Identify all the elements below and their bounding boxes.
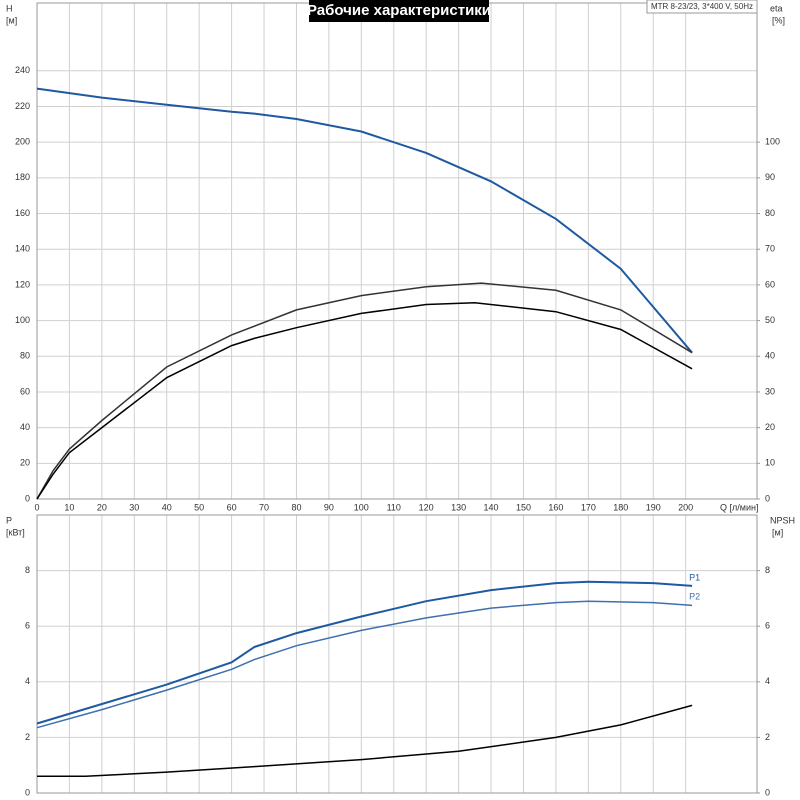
y-axis-unit: [м]	[6, 15, 17, 25]
y-tick-label: 200	[15, 137, 30, 147]
y-axis-label: P	[6, 515, 12, 525]
y2-tick-label: 60	[765, 279, 775, 289]
curve	[36, 87, 693, 354]
x-tick-label: 70	[259, 502, 269, 512]
y-tick-label: 240	[15, 65, 30, 75]
y-axis-unit: [кВт]	[6, 527, 25, 537]
y2-tick-label: 50	[765, 315, 775, 325]
y2-tick-label: 0	[765, 787, 770, 797]
x-tick-label: 190	[646, 502, 661, 512]
title-box	[309, 0, 489, 22]
y2-axis-unit: [%]	[772, 15, 785, 25]
y2-tick-label: 8	[765, 565, 770, 575]
x-tick-label: 170	[581, 502, 596, 512]
y-tick-label: 120	[15, 279, 30, 289]
x-tick-label: 110	[387, 502, 401, 512]
y2-tick-label: 100	[765, 137, 780, 147]
y2-axis-label: eta	[770, 3, 783, 13]
y-tick-label: 40	[20, 422, 30, 432]
x-tick-label: 200	[678, 502, 693, 512]
y2-tick-label: 10	[765, 458, 775, 468]
y-tick-label: 220	[15, 101, 30, 111]
y-tick-label: 6	[25, 621, 30, 631]
y-tick-label: 4	[25, 676, 30, 686]
x-label-bg	[718, 502, 756, 513]
curve	[36, 301, 693, 500]
y2-axis-unit: [м]	[772, 527, 783, 537]
y2-tick-label: 30	[765, 386, 775, 396]
x-tick-label: 20	[97, 502, 107, 512]
y2-tick-label: 0	[765, 493, 770, 503]
y2-tick-label: 6	[765, 621, 770, 631]
y-axis-label: H	[6, 3, 13, 13]
x-tick-label: 150	[516, 502, 531, 512]
y-tick-label: 100	[15, 315, 30, 325]
x-tick-label: 30	[129, 502, 139, 512]
curve	[36, 580, 693, 725]
x-tick-label: 50	[194, 502, 204, 512]
x-tick-label: 10	[64, 502, 74, 512]
x-tick-label: 40	[162, 502, 172, 512]
y2-tick-label: 90	[765, 172, 775, 182]
y-tick-label: 0	[25, 787, 30, 797]
plot-frame	[36, 514, 758, 794]
y2-tick-label: 20	[765, 422, 775, 432]
x-tick-label: 130	[451, 502, 466, 512]
x-tick-label: 0	[34, 502, 39, 512]
y2-tick-label: 40	[765, 351, 775, 361]
y2-tick-label: 4	[765, 676, 770, 686]
curve	[37, 704, 693, 778]
x-tick-label: 80	[291, 502, 301, 512]
y-tick-label: 20	[20, 458, 30, 468]
series-label: P1	[689, 572, 700, 582]
y2-tick-label: 2	[765, 732, 770, 742]
x-tick-label: 140	[484, 502, 499, 512]
x-tick-label: 60	[227, 502, 237, 512]
y-tick-label: 2	[25, 732, 30, 742]
x-tick-label: 100	[354, 502, 369, 512]
y-tick-label: 160	[15, 208, 30, 218]
y2-tick-label: 70	[765, 244, 775, 254]
y-tick-label: 180	[15, 172, 30, 182]
y-tick-label: 60	[20, 386, 30, 396]
y-tick-label: 80	[20, 351, 30, 361]
y2-axis-label: NPSH	[770, 515, 795, 525]
model-box	[646, 0, 758, 14]
series-label: P2	[689, 592, 700, 602]
y-tick-label: 8	[25, 565, 30, 575]
model-label: MTR 8-23/23, 3*400 V, 50Hz	[651, 2, 753, 11]
x-tick-label: 160	[548, 502, 563, 512]
y2-tick-label: 80	[765, 208, 775, 218]
y-tick-label: 140	[15, 244, 30, 254]
x-tick-label: 120	[419, 502, 434, 512]
y-tick-label: 0	[25, 493, 30, 503]
curve	[36, 600, 693, 729]
x-tick-label: 180	[613, 502, 628, 512]
curve	[36, 282, 693, 500]
chart-title: Рабочие характеристики	[307, 2, 491, 19]
x-tick-label: 90	[324, 502, 334, 512]
x-axis-label: Q [л/мин]	[720, 502, 758, 512]
